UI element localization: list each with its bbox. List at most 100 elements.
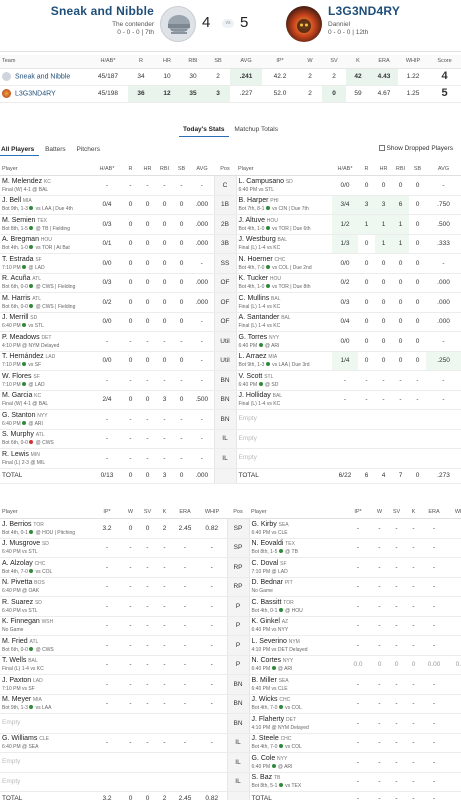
player-cell[interactable]: C. Doval SF 7:10 PM @ LAD <box>249 557 345 578</box>
player-name[interactable]: M. Fried <box>2 637 28 645</box>
team1-avatar[interactable] <box>160 6 196 42</box>
player-name[interactable]: J. Holliday <box>238 392 271 400</box>
player-cell[interactable]: J. Paxton LAD 7:10 PM vs SF <box>0 674 92 695</box>
player-name[interactable]: A. Bregman <box>2 236 39 244</box>
summary-team-name[interactable]: L3G3ND4RY <box>15 90 56 98</box>
player-name[interactable]: J. Paxton <box>2 676 32 684</box>
player-cell[interactable]: B. Harper PHI Bot 7th, 8-1 vs CIN | Due 7… <box>236 195 332 215</box>
player-cell[interactable]: K. Tucker HOU Bot 4th, 1-0 vs TOR | Due 8… <box>236 273 332 293</box>
player-cell[interactable]: Empty <box>236 429 332 449</box>
player-name[interactable]: W. Flores <box>2 372 32 380</box>
player-cell[interactable]: Empty <box>0 752 92 773</box>
player-name[interactable]: T. Hernández <box>2 353 44 361</box>
player-cell[interactable]: N. Eovaldi TEX Bot 8th, 1-5 @ TB <box>249 538 345 558</box>
player-name[interactable]: G. Cole <box>251 754 276 762</box>
player-cell[interactable]: J. Altuve HOU Bot 4th, 1-0 vs TOR | Due 6… <box>236 214 332 235</box>
player-name[interactable]: C. Doval <box>251 559 279 567</box>
player-name[interactable]: N. Cortes <box>251 657 282 665</box>
player-name[interactable]: M. Harris <box>2 294 31 302</box>
player-cell[interactable]: J. Flaherty DET 4:10 PM @ NYM Delayed <box>249 713 345 734</box>
player-cell[interactable]: A. Bregman HOU Bot 4th, 1-0 vs TOR | At B… <box>0 234 92 254</box>
player-cell[interactable]: D. Bednar PIT No Game <box>249 577 345 597</box>
player-name[interactable]: N. Pivetta <box>2 579 33 587</box>
checkbox-icon[interactable] <box>378 144 385 151</box>
player-cell[interactable]: S. Baz TB Bot 8th, 5-1 vs TEX <box>249 772 345 792</box>
player-cell[interactable]: N. Cortes NYY 6:40 PM @ ARI <box>249 655 345 675</box>
player-cell[interactable]: L. Arraez MIA Bot 9th, 1-3 vs LAA | Due 3… <box>236 351 332 371</box>
player-name[interactable]: D. Bednar <box>251 579 284 587</box>
team2-avatar[interactable] <box>286 6 322 42</box>
player-cell[interactable]: R. Lewis MIN Final (L) 2-3 @ MIL <box>0 448 92 469</box>
summary-team-cell[interactable]: L3G3ND4RY <box>0 85 88 103</box>
player-cell[interactable]: Empty <box>236 409 332 430</box>
player-name[interactable]: S. Baz <box>251 774 273 782</box>
player-cell[interactable]: J. Holliday BAL Final (L) 1-4 vs KC <box>236 390 332 410</box>
player-name[interactable]: J. Berrios <box>2 520 32 528</box>
player-cell[interactable]: M. Melendez KC Final (W) 4-1 @ BAL <box>0 175 92 196</box>
player-name[interactable]: A. Alzolay <box>2 559 33 567</box>
player-name[interactable]: J. Musgrove <box>2 540 41 548</box>
player-name[interactable]: T. Estrada <box>2 255 34 263</box>
summary-team-cell[interactable]: Sneak and Nibble <box>0 68 88 86</box>
team2-name[interactable]: L3G3ND4RY <box>328 4 401 18</box>
player-name[interactable]: J. Flaherty <box>251 715 285 723</box>
summary-team-name[interactable]: Sneak and Nibble <box>15 73 71 81</box>
player-name[interactable]: P. Meadows <box>2 333 40 341</box>
team1-name[interactable]: Sneak and Nibble <box>50 4 154 18</box>
tab-all-players[interactable]: All Players <box>0 145 40 156</box>
player-name[interactable]: R. Suarez <box>2 598 34 606</box>
player-name[interactable]: R. Lewis <box>2 450 29 458</box>
player-name[interactable]: N. Hoerner <box>238 255 273 263</box>
player-cell[interactable]: B. Miller SEA 6:40 PM vs CLE <box>249 674 345 695</box>
player-name[interactable]: J. Wicks <box>251 696 278 704</box>
player-name[interactable]: R. Acuña <box>2 275 31 283</box>
player-name[interactable]: C. Bassitt <box>251 598 282 606</box>
player-name[interactable]: J. Bell <box>2 197 22 205</box>
tab-batters[interactable]: Batters <box>45 145 66 153</box>
player-cell[interactable]: Empty <box>0 713 92 734</box>
player-name[interactable]: K. Tucker <box>238 275 269 283</box>
player-cell[interactable]: M. Harris ATL Bot 6th, 0-0 @ CWS | Fieldi… <box>0 292 92 313</box>
player-cell[interactable]: T. Wells BAL Final (L) 1-4 vs KC <box>0 655 92 675</box>
player-cell[interactable]: G. Cole NYY 6:40 PM @ ARI <box>249 752 345 773</box>
tab-pitchers[interactable]: Pitchers <box>76 145 100 153</box>
player-cell[interactable]: R. Acuña ATL Bot 6th, 0-0 @ CWS | Fieldin… <box>0 273 92 293</box>
player-cell[interactable]: J. Wicks CHC Bot 4th, 7-0 vs COL <box>249 694 345 714</box>
player-cell[interactable]: M. Garcia KC Final (W) 4-1 @ BAL <box>0 390 92 410</box>
player-name[interactable]: G. Kirby <box>251 520 277 528</box>
player-cell[interactable]: K. Finnegan WSH No Game <box>0 616 92 636</box>
player-cell[interactable]: C. Bassitt TOR Bot 4th, 0-1 @ HOU <box>249 596 345 617</box>
player-cell[interactable]: M. Semien TEX Bot 8th, 1-5 @ TB | Fieldin… <box>0 214 92 235</box>
player-cell[interactable]: G. Stanton NYY 6:40 PM @ ARI <box>0 409 92 430</box>
player-cell[interactable]: G. Kirby SEA 6:40 PM vs CLE <box>249 518 345 539</box>
player-cell[interactable]: W. Flores SF 7:10 PM @ LAD <box>0 370 92 391</box>
player-cell[interactable]: A. Alzolay CHC Bot 4th, 7-0 vs COL <box>0 557 92 578</box>
player-cell[interactable]: J. Berrios TOR Bot 4th, 0-1 @ HOU | Pitch… <box>0 518 92 539</box>
player-name[interactable]: K. Finnegan <box>2 618 40 626</box>
player-name[interactable]: G. Stanton <box>2 411 36 419</box>
player-cell[interactable]: J. Musgrove SD 6:40 PM vs STL <box>0 538 92 558</box>
player-name[interactable]: L. Severino <box>251 637 287 645</box>
player-cell[interactable]: V. Scott STL 6:40 PM @ SD <box>236 370 332 391</box>
player-cell[interactable]: J. Bell MIA Bot 9th, 1-3 vs LAA | Due 4th <box>0 195 92 215</box>
player-cell[interactable]: A. Santander BAL Final (L) 1-4 vs KC <box>236 312 332 332</box>
player-cell[interactable]: N. Pivetta BOS 6:40 PM @ OAK <box>0 577 92 597</box>
player-cell[interactable]: C. Mullins BAL Final (L) 1-4 vs KC <box>236 292 332 313</box>
player-name[interactable]: C. Mullins <box>238 294 270 302</box>
player-name[interactable]: J. Westburg <box>238 236 276 244</box>
player-name[interactable]: K. Ginkel <box>251 618 280 626</box>
player-cell[interactable]: T. Estrada SF 7:10 PM @ LAD <box>0 253 92 274</box>
player-cell[interactable]: P. Meadows DET 4:10 PM @ NYM Delayed <box>0 331 92 352</box>
player-cell[interactable]: G. Torres NYY 6:40 PM @ ARI <box>236 331 332 352</box>
player-name[interactable]: S. Murphy <box>2 431 34 439</box>
tab-matchup-totals[interactable]: Matchup Totals <box>234 125 278 133</box>
player-name[interactable]: J. Steele <box>251 735 279 743</box>
player-name[interactable]: B. Harper <box>238 197 269 205</box>
player-name[interactable]: J. Altuve <box>238 216 265 224</box>
player-cell[interactable]: K. Ginkel AZ 6:40 PM vs NYY <box>249 616 345 636</box>
player-cell[interactable]: J. Steele CHC Bot 4th, 7-0 vs COL <box>249 733 345 753</box>
player-name[interactable]: T. Wells <box>2 657 27 665</box>
tab-todays-stats[interactable]: Today's Stats <box>179 123 229 137</box>
player-cell[interactable]: M. Meyer MIA Bot 9th, 1-3 vs LAA <box>0 694 92 714</box>
player-cell[interactable]: J. Merrill SD 6:40 PM vs STL <box>0 312 92 332</box>
